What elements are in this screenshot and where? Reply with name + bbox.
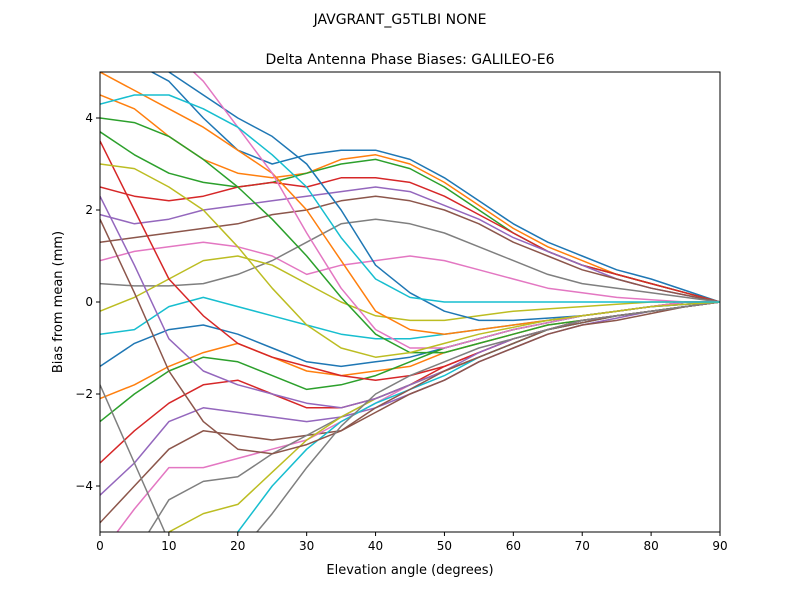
y-tick-label: 4 [85,111,93,125]
series-line-2 [100,94,720,303]
y-axis-label: Bias from mean (mm) [51,231,66,373]
y-tick-label: 0 [85,295,93,309]
series-line-18 [148,301,720,532]
series-line-19 [168,301,720,532]
x-tick-label: 70 [575,539,590,553]
series-line-1 [151,72,720,303]
x-tick-label: 40 [368,539,383,553]
x-tick-label: 80 [643,539,658,553]
series-line-26 [100,218,720,455]
suptitle: JAVGRANT_G5TLBI NONE [313,12,487,28]
series-line-20 [237,301,720,532]
x-tick-label: 50 [437,539,452,553]
series-line-30 [100,94,720,303]
series-line-6 [100,195,720,303]
y-tick-label: −4 [75,479,93,493]
x-tick-label: 20 [230,539,245,553]
x-axis-label: Elevation angle (degrees) [326,563,493,578]
x-tick-label: 10 [161,539,176,553]
series-line-9 [100,255,720,322]
series-line-7 [100,241,720,303]
x-tick-label: 30 [299,539,314,553]
x-axis: 0 10 20 30 40 50 60 70 80 90 [96,532,728,553]
series-line-4 [100,177,720,303]
y-tick-label: 2 [85,203,93,217]
series-line-16 [100,301,720,524]
series-lines [100,72,720,532]
series-line-29 [100,163,720,358]
series-line-8 [100,218,720,303]
series-line-23 [100,117,720,354]
x-tick-label: 60 [506,539,521,553]
x-tick-label: 90 [712,539,727,553]
x-tick-label: 0 [96,539,104,553]
chart-title: Delta Antenna Phase Biases: GALILEO-E6 [265,52,554,68]
series-line-28 [100,301,720,532]
series-line-17 [116,301,720,532]
series-line-24 [100,140,720,381]
y-tick-label: −2 [75,387,93,401]
y-axis: −4 −2 0 2 4 [75,111,100,493]
series-line-15 [100,301,720,496]
